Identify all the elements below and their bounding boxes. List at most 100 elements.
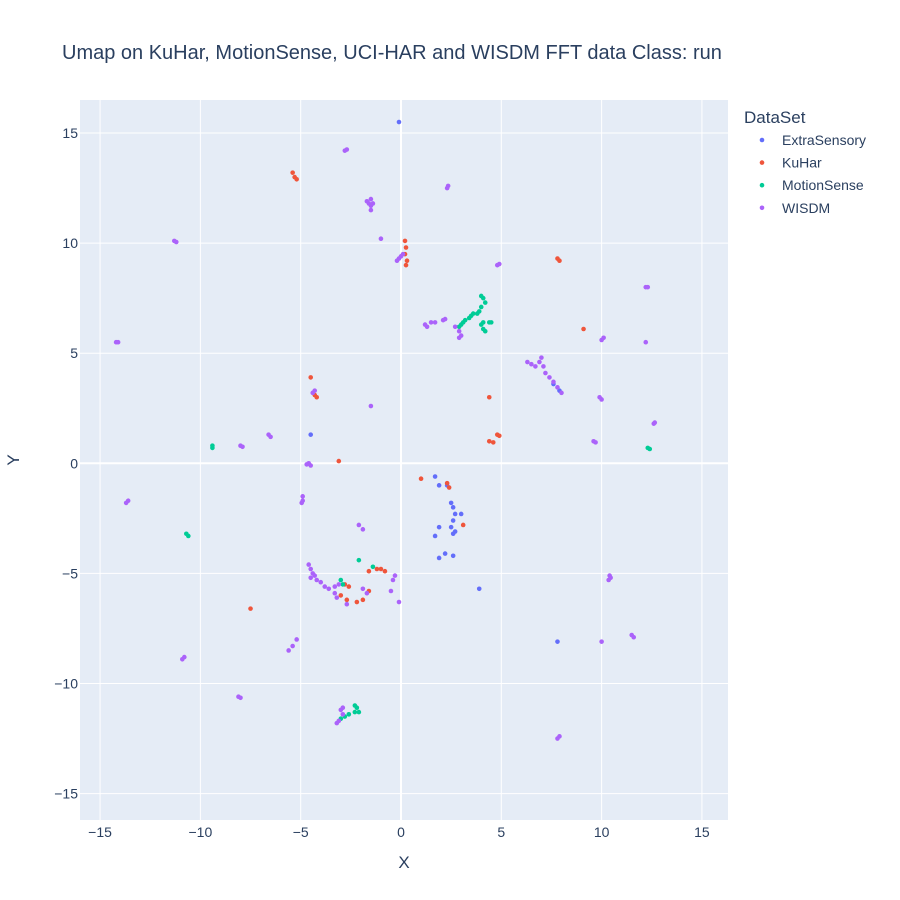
data-point [338, 593, 344, 598]
data-point [400, 251, 406, 257]
data-point [268, 434, 273, 440]
data-point [432, 533, 438, 539]
data-point [581, 326, 586, 332]
legend-item-label: ExtraSensory [782, 132, 866, 148]
y-tick-label: 5 [70, 345, 78, 361]
data-point [448, 524, 454, 530]
x-tick-label: 5 [497, 824, 505, 840]
data-point [378, 566, 384, 572]
data-point [374, 566, 380, 572]
data-point [652, 420, 658, 425]
data-point [186, 533, 191, 539]
y-axis-label: Y [4, 454, 23, 465]
data-point [631, 634, 637, 640]
data-point [314, 394, 320, 400]
data-point [533, 364, 538, 369]
data-point [338, 577, 344, 583]
data-point [557, 258, 562, 264]
data-point [370, 564, 376, 570]
data-point [336, 582, 342, 587]
data-point [482, 300, 488, 305]
data-point [442, 551, 448, 556]
data-point [551, 379, 556, 385]
data-point [428, 320, 434, 325]
data-point [182, 654, 187, 660]
data-point [402, 238, 408, 244]
data-point [452, 324, 458, 330]
data-point [240, 444, 245, 450]
data-point [394, 258, 400, 264]
data-point [480, 295, 486, 301]
data-point [486, 438, 492, 444]
data-point [496, 261, 502, 267]
legend-marker [759, 160, 765, 165]
data-point [418, 476, 424, 482]
x-tick-label: 0 [397, 824, 405, 840]
data-point [458, 511, 464, 517]
data-point [368, 196, 374, 202]
data-point [340, 712, 346, 717]
data-point [450, 531, 456, 537]
data-point [344, 601, 350, 607]
data-point [388, 588, 394, 594]
data-point [555, 385, 560, 390]
data-point [432, 474, 438, 479]
data-point [294, 176, 299, 182]
data-point [294, 637, 299, 642]
data-point [432, 320, 438, 325]
data-point [446, 485, 452, 490]
data-point [352, 709, 358, 715]
data-points [113, 119, 658, 741]
x-tick-label: 10 [594, 824, 610, 840]
data-point [354, 705, 360, 711]
data-point [356, 522, 362, 528]
data-point [643, 339, 649, 345]
data-point [396, 119, 402, 125]
data-point [442, 316, 448, 322]
data-point [300, 494, 305, 499]
data-point [370, 201, 376, 206]
grid-lines [80, 100, 728, 820]
data-point [547, 375, 552, 380]
data-point [599, 337, 604, 343]
data-point [123, 500, 129, 506]
data-point [403, 245, 409, 250]
data-point [344, 147, 350, 152]
data-point [482, 328, 488, 334]
legend-item-label: WISDM [782, 200, 830, 216]
data-point [360, 527, 366, 532]
y-tick-label: −5 [62, 565, 78, 581]
data-point [478, 304, 484, 310]
legend-title: DataSet [744, 108, 806, 127]
data-point [466, 315, 472, 321]
data-point [308, 575, 314, 581]
data-point [496, 433, 502, 439]
data-point [392, 573, 398, 578]
legend-marker [759, 137, 765, 143]
data-point [478, 322, 484, 327]
data-point [593, 440, 598, 445]
data-point [344, 597, 350, 603]
x-tick-label: −5 [293, 824, 309, 840]
data-point [543, 370, 548, 376]
data-point [456, 328, 462, 334]
data-point [557, 734, 562, 739]
data-point [599, 639, 604, 644]
data-point [599, 397, 604, 402]
data-point [647, 446, 653, 452]
data-point [332, 584, 338, 589]
data-point [537, 359, 542, 365]
data-point [115, 339, 121, 345]
data-point [474, 311, 480, 316]
legend: DataSet ExtraSensory KuHar MotionSense WISD… [744, 108, 866, 216]
data-point [290, 170, 295, 175]
data-point [173, 239, 179, 245]
data-point [404, 258, 410, 264]
data-point [456, 324, 462, 330]
plot-background [80, 100, 728, 820]
data-point [336, 458, 342, 464]
legend-marker [759, 182, 765, 188]
data-point [312, 573, 318, 578]
data-point [338, 707, 344, 713]
legend-item-label: MotionSense [782, 177, 864, 193]
